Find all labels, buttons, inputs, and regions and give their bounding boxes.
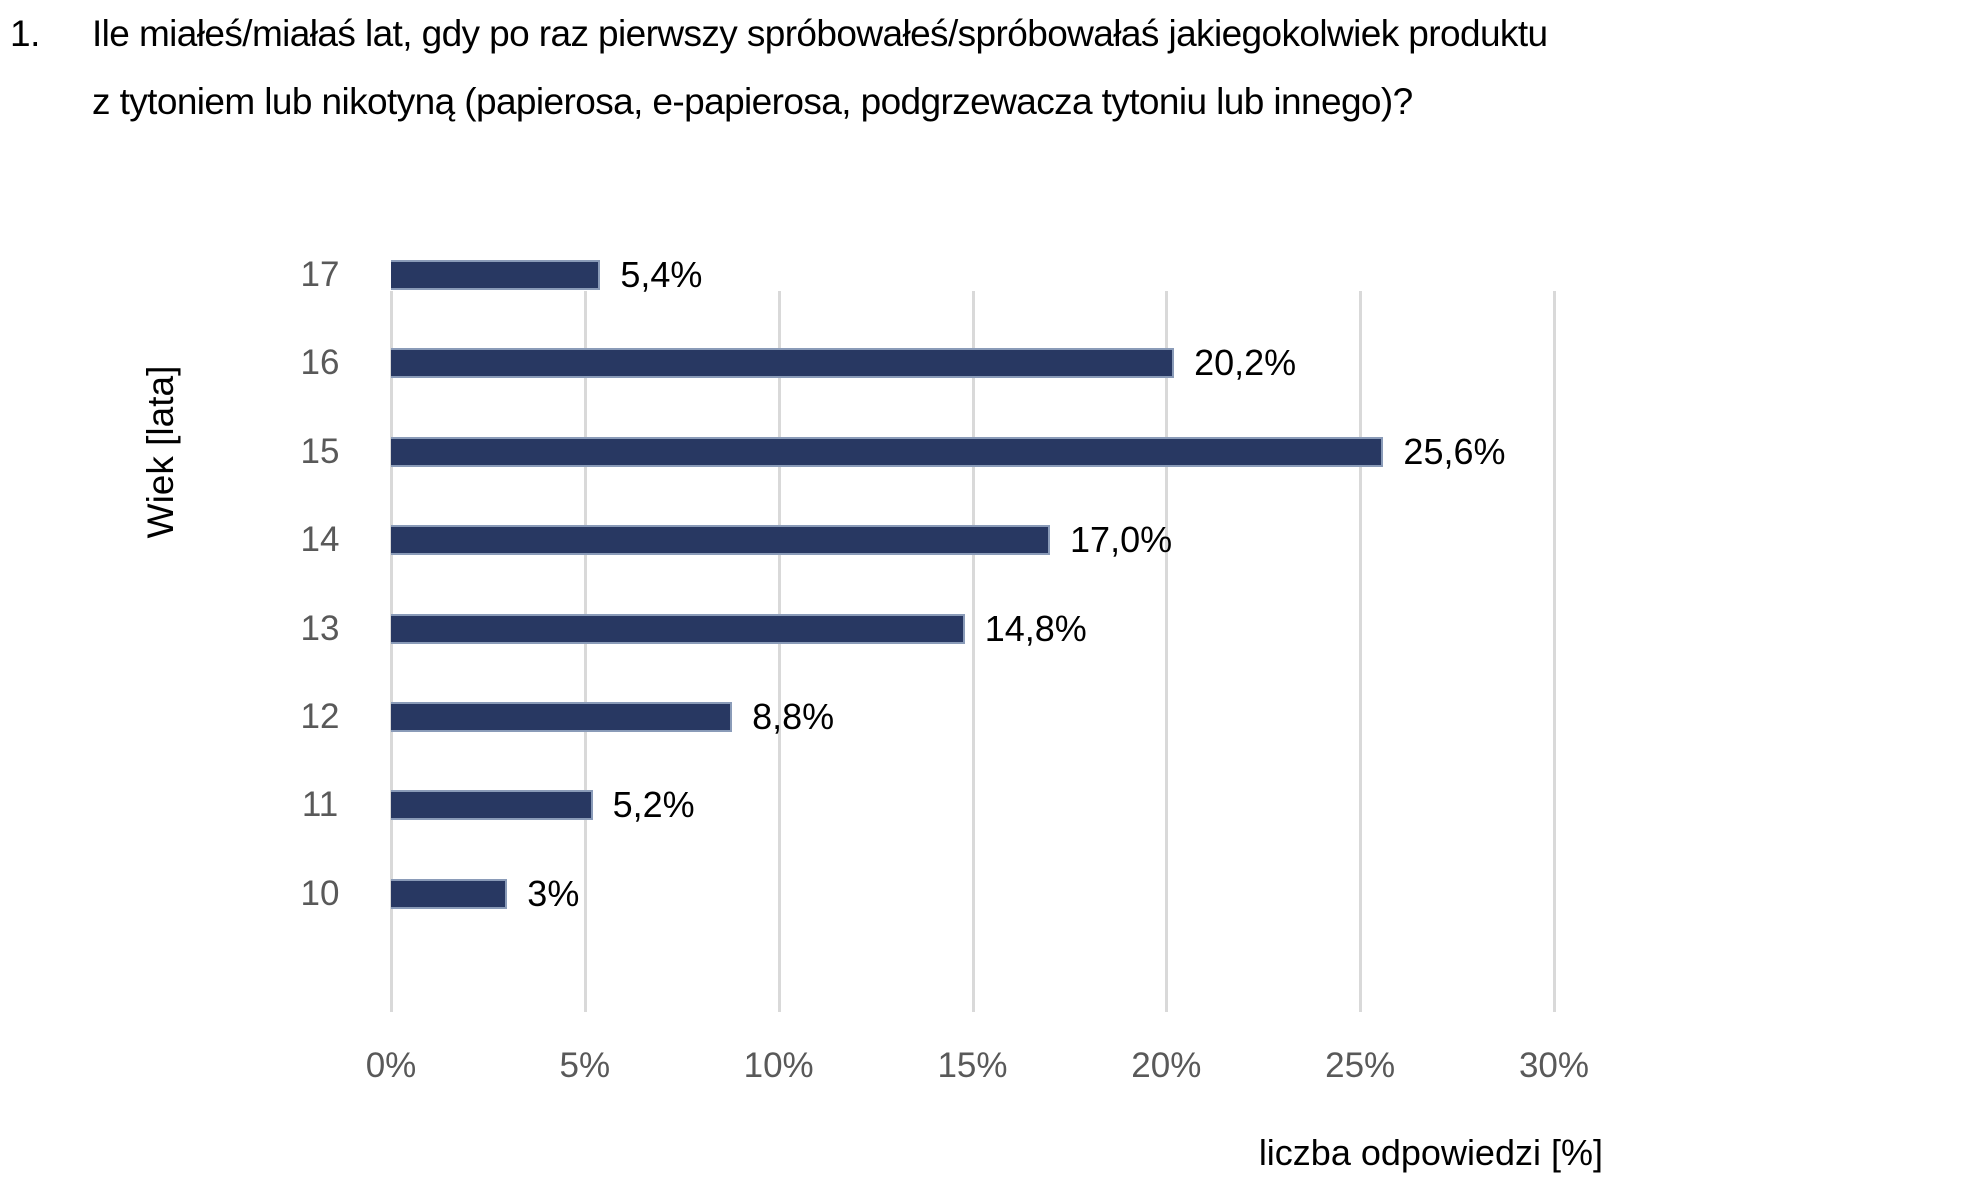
gridline [777, 291, 781, 1012]
bar-row: 5,2% [391, 785, 1554, 825]
x-axis-title: liczba odpowiedzi [%] [1258, 1132, 1603, 1173]
x-tick-label: 20% [1131, 1046, 1202, 1085]
bar-row: 25,6% [391, 431, 1554, 471]
bar-row: 5,4% [391, 255, 1554, 295]
bar-value-label: 14,8% [984, 607, 1087, 649]
y-tick-label: 10 [300, 873, 340, 913]
x-tick-label: 10% [743, 1046, 814, 1085]
bar-row: 8,8% [391, 697, 1554, 737]
bar [391, 702, 733, 732]
bar-value-label: 5,2% [612, 784, 695, 826]
y-tick-label: 13 [300, 608, 340, 648]
x-tick-label: 0% [365, 1046, 417, 1085]
bar-value-label: 20,2% [1194, 342, 1297, 384]
gridline [583, 291, 587, 1012]
y-tick-label: 15 [300, 431, 340, 471]
x-tick-label: 25% [1325, 1046, 1396, 1085]
bar [391, 348, 1175, 379]
bar-row: 14,8% [391, 608, 1554, 648]
gridline [390, 291, 393, 1012]
bar-row: 20,2% [391, 343, 1554, 383]
gridline [1165, 291, 1169, 1012]
bar-value-label: 5,4% [620, 254, 703, 295]
bar-value-label: 25,6% [1403, 430, 1506, 472]
y-tick-label: 12 [300, 697, 340, 736]
question-text-line-1: Ile miałeś/miałaś lat, gdy po raz pierws… [92, 13, 1548, 54]
bar-value-label: 3% [527, 872, 580, 914]
plot-area: 5,4% 20,2% 25,6% 17,0% 14,8% 8,8% 5,2% 3% [390, 255, 1556, 1012]
bar [391, 790, 593, 821]
bar [391, 613, 965, 644]
bar-row: 17,0% [391, 520, 1554, 560]
y-axis-title: Wiek [lata] [140, 365, 181, 539]
gridline [971, 291, 975, 1012]
y-tick-label: 16 [300, 343, 340, 383]
bar [391, 260, 601, 290]
y-tick-label: 14 [300, 520, 340, 560]
gridline [1553, 291, 1556, 1012]
x-tick-label: 5% [559, 1046, 611, 1085]
bar-row: 3% [391, 873, 1554, 913]
x-tick-label: 15% [937, 1046, 1008, 1085]
bar [391, 436, 1384, 467]
question-text-line-2: z tytoniem lub nikotyną (papierosa, e-pa… [92, 81, 1413, 122]
y-tick-label: 17 [300, 255, 340, 294]
bar [391, 878, 508, 909]
bar-value-label: 8,8% [752, 696, 835, 737]
bar [391, 525, 1051, 556]
x-tick-label: 30% [1518, 1046, 1590, 1085]
y-tick-label: 11 [301, 785, 339, 825]
question-number: 1. [10, 13, 40, 54]
bar-value-label: 17,0% [1070, 519, 1173, 561]
gridline [1359, 291, 1363, 1012]
